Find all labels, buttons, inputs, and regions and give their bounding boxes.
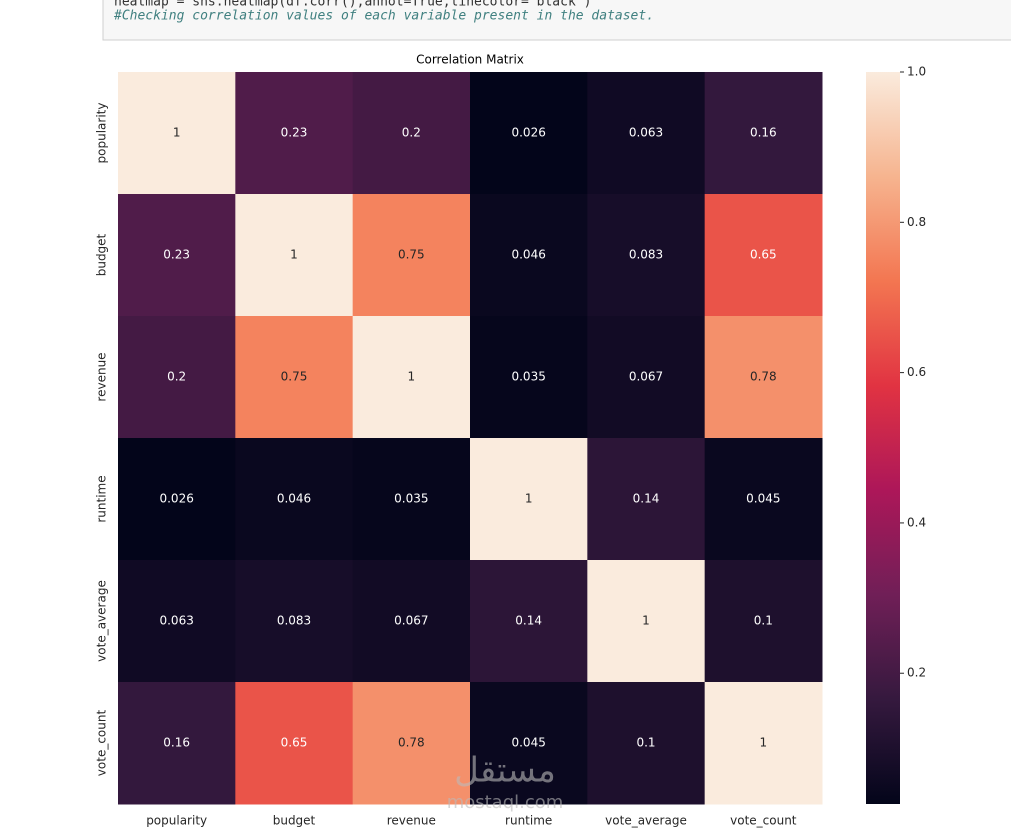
cell: [235, 682, 354, 805]
chart-title: Correlation Matrix: [416, 53, 524, 67]
cell: [587, 682, 706, 805]
cell-label: 0.75: [281, 370, 308, 384]
cell-label: 0.035: [394, 492, 428, 506]
cell-label: 0.78: [750, 370, 777, 384]
colorbar-tick-label: 1.0: [907, 65, 926, 79]
x-tick-label: vote_average: [605, 814, 687, 828]
cell-label: 1: [525, 492, 533, 506]
cell-label: 0.16: [750, 126, 777, 140]
cell: [118, 72, 236, 195]
cell: [352, 316, 471, 439]
cell-label: 0.23: [163, 248, 190, 262]
cell-label: 0.23: [281, 126, 308, 140]
cell: [118, 560, 236, 683]
cell-label: 0.2: [167, 370, 186, 384]
cell-label: 0.045: [511, 736, 545, 750]
cell-label: 0.2: [402, 126, 421, 140]
cell-label: 0.067: [394, 614, 428, 628]
y-tick-label: budget: [95, 233, 109, 276]
code-line: heatmap = sns.heatmap(df.corr(),annot=Tr…: [114, 0, 591, 10]
x-tick-label: vote_count: [730, 814, 797, 828]
watermark-arabic: مستقل: [454, 751, 556, 791]
cell: [470, 194, 588, 317]
cell: [470, 316, 588, 439]
cell: [704, 72, 823, 195]
cell: [704, 438, 823, 561]
cell-label: 1: [642, 614, 650, 628]
cell: [587, 316, 706, 439]
cell-label: 0.78: [398, 736, 425, 750]
cell-label: 0.067: [629, 370, 663, 384]
cell: [704, 316, 823, 439]
colorbar-tick-label: 0.6: [907, 365, 926, 379]
cell: [352, 560, 471, 683]
cell-label: 0.046: [511, 248, 545, 262]
cell: [470, 72, 588, 195]
cell: [352, 72, 471, 195]
cell-label: 0.045: [746, 492, 780, 506]
colorbar-tick-label: 0.2: [907, 666, 926, 680]
cell: [470, 438, 588, 561]
cell-label: 0.083: [277, 614, 311, 628]
cell: [352, 194, 471, 317]
y-tick-label: revenue: [95, 352, 109, 401]
cell-label: 1: [290, 248, 298, 262]
cell: [118, 682, 236, 805]
cell-label: 0.16: [163, 736, 190, 750]
y-tick-label: popularity: [95, 103, 109, 164]
code-cell: [102, 0, 1011, 41]
cell: [352, 438, 471, 561]
cell: [470, 682, 588, 805]
cell: [118, 316, 236, 439]
cell-label: 0.046: [277, 492, 311, 506]
y-tick-label: vote_average: [95, 580, 109, 662]
cell: [470, 560, 588, 683]
cell-label: 1: [760, 736, 768, 750]
cell: [587, 194, 706, 317]
cell-label: 0.026: [159, 492, 193, 506]
cell: [587, 72, 706, 195]
cell: [587, 438, 706, 561]
cell-label: 0.063: [629, 126, 663, 140]
colorbar-tick-label: 0.8: [907, 215, 926, 229]
cell-label: 0.14: [633, 492, 660, 506]
watermark-latin: mostaql.com: [447, 792, 564, 813]
cell: [352, 682, 471, 805]
cell: [235, 194, 354, 317]
cell-label: 0.65: [750, 248, 777, 262]
cell-label: 1: [173, 126, 181, 140]
cell-label: 0.063: [159, 614, 193, 628]
cell: [704, 560, 823, 683]
cell: [704, 682, 823, 805]
cell: [587, 560, 706, 683]
x-tick-label: revenue: [387, 814, 436, 828]
cell-label: 0.1: [636, 736, 655, 750]
y-tick-label: vote_count: [95, 710, 109, 777]
cell-label: 1: [408, 370, 416, 384]
colorbar-tick-label: 0.4: [907, 515, 926, 529]
cell-label: 0.035: [511, 370, 545, 384]
x-tick-label: runtime: [505, 814, 552, 828]
cell: [118, 194, 236, 317]
cell-label: 0.14: [515, 614, 542, 628]
code-comment: #Checking correlation values of each var…: [113, 9, 654, 24]
colorbar: [866, 72, 900, 804]
heatmap: [118, 72, 823, 805]
cell-label: 0.75: [398, 248, 425, 262]
cell: [235, 316, 354, 439]
cell: [704, 194, 823, 317]
cell-label: 0.026: [511, 126, 545, 140]
y-tick-label: runtime: [95, 475, 109, 522]
cell: [118, 438, 236, 561]
cell-label: 0.083: [629, 248, 663, 262]
cell-label: 0.65: [281, 736, 308, 750]
cell: [235, 438, 354, 561]
cell: [235, 72, 354, 195]
x-tick-label: popularity: [146, 814, 207, 828]
x-tick-label: budget: [273, 814, 316, 828]
cell: [235, 560, 354, 683]
cell-label: 0.1: [754, 614, 773, 628]
